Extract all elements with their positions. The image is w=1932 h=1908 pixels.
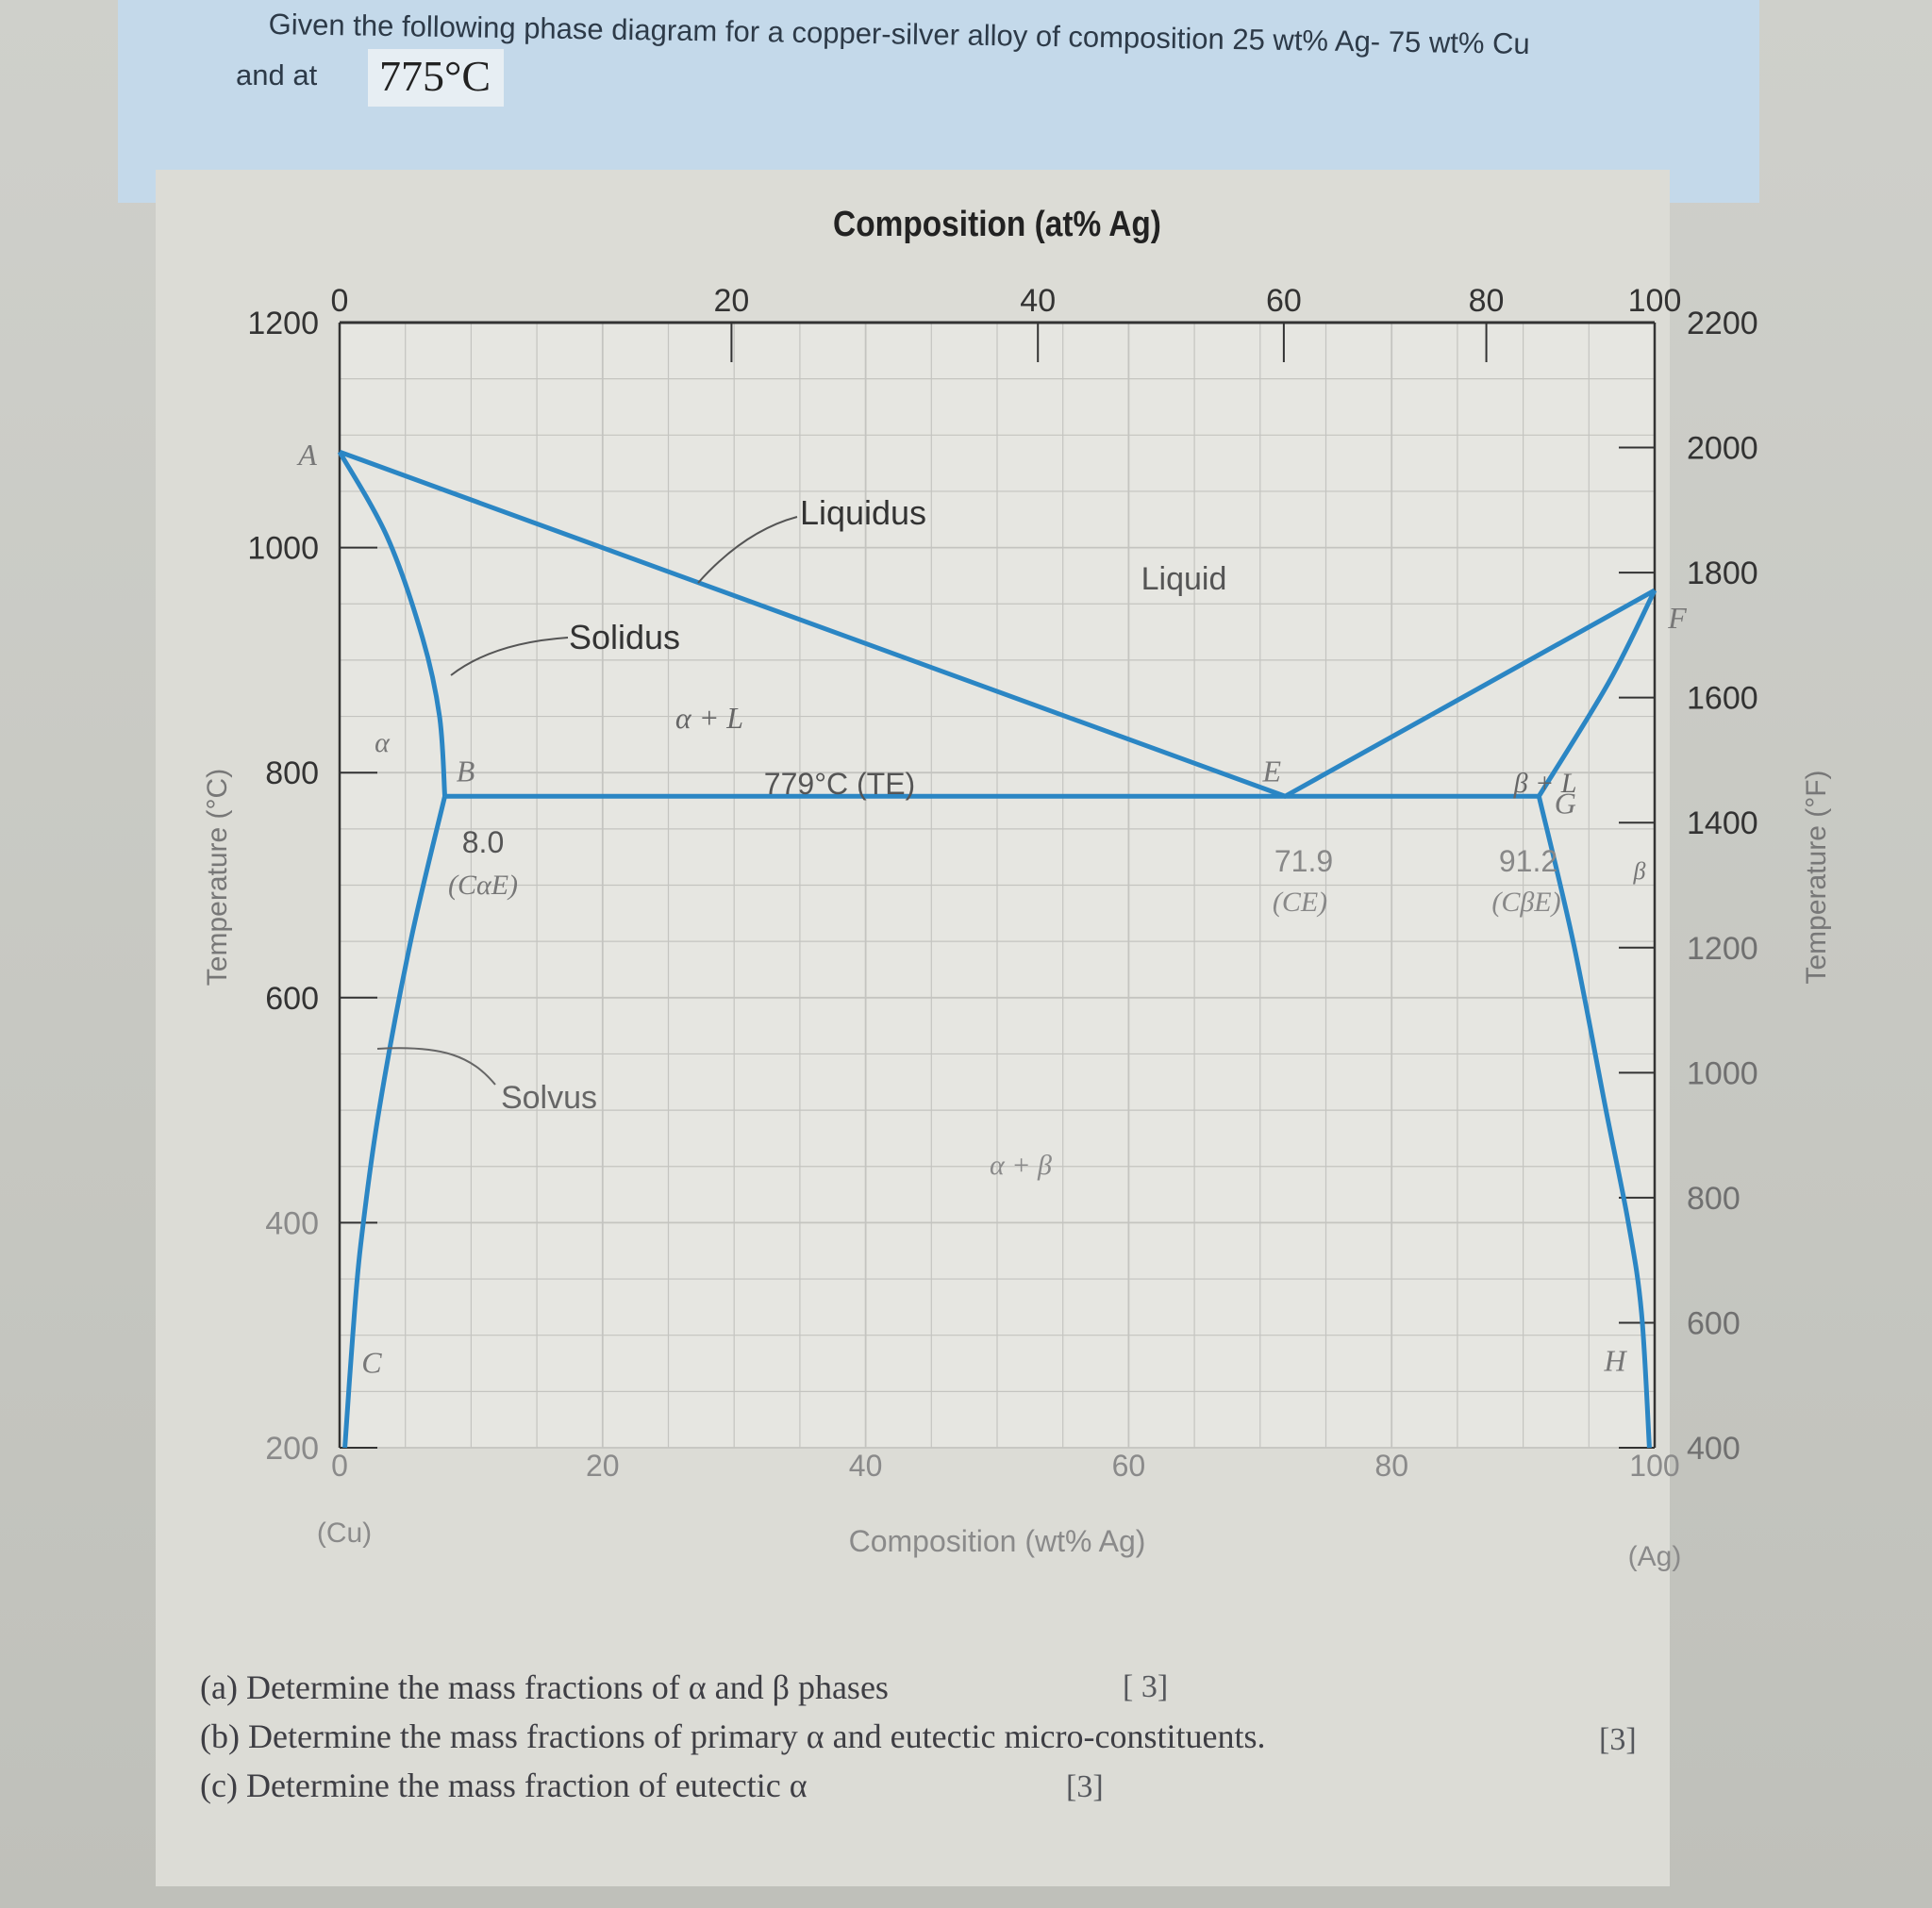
question-temperature: 775°C — [368, 49, 505, 107]
solidus-alpha-line — [337, 450, 448, 797]
x-tick-label: 0 — [331, 1449, 348, 1483]
point-G: G — [1555, 786, 1576, 820]
beta-region-label: β — [1633, 857, 1646, 885]
solvus-leader — [376, 1047, 496, 1086]
point-C: C — [361, 1346, 382, 1380]
y2-tick-label: 600 — [1687, 1305, 1740, 1341]
alpha-region-label: α — [375, 727, 391, 758]
y-tick-label: 1200 — [247, 306, 319, 341]
right-end-label: (Ag) — [1628, 1541, 1682, 1572]
solidus-beta-line — [1537, 589, 1657, 798]
x-top-tick-label: 80 — [1469, 283, 1505, 319]
x-tick-label: 100 — [1629, 1449, 1679, 1483]
y2-tick-label: 800 — [1687, 1181, 1740, 1217]
y-tick-label: 1000 — [247, 531, 319, 567]
x-top-tick-label: 60 — [1266, 283, 1302, 319]
eutectic-temperature-label: 779°C (TE) — [764, 767, 915, 801]
phase-boundaries — [337, 449, 1657, 1449]
labels: A B C E F G H Liquidus Solidus Solvus Liquid α α + L… — [296, 438, 1687, 1380]
y2-tick-label: 2200 — [1687, 306, 1758, 341]
c-alpha-e-label: (CαE) — [448, 870, 518, 901]
axes: 2004006008001000120040060080010001200140… — [202, 204, 1832, 1572]
point-E: E — [1262, 754, 1282, 788]
beta-liquid-region-label: β + L — [1513, 768, 1577, 799]
y-axis-title: Temperature (°C) — [202, 769, 233, 986]
c-beta-e-label: (CβE) — [1491, 887, 1560, 918]
point-A: A — [296, 438, 317, 472]
y-tick-label: 200 — [265, 1431, 319, 1467]
y2-tick-label: 1800 — [1687, 556, 1758, 591]
solvus-alpha-line — [342, 795, 447, 1449]
alpha-beta-region-label: α + β — [990, 1150, 1052, 1181]
liquidus-label: Liquidus — [800, 493, 926, 532]
x-top-tick-label: 0 — [331, 283, 349, 319]
y-tick-label: 800 — [265, 755, 319, 791]
point-H: H — [1604, 1344, 1628, 1378]
liquidus-leader — [697, 516, 798, 584]
question-a-marks: [ 3] — [1123, 1669, 1169, 1704]
c-e-label: (CE) — [1273, 887, 1327, 918]
y2-axis-title: Temperature (°F) — [1801, 770, 1832, 984]
x-tick-label: 80 — [1374, 1449, 1408, 1483]
grid — [339, 322, 1656, 1449]
y2-tick-label: 1400 — [1687, 805, 1758, 841]
x-axis-title: Composition (wt% Ag) — [849, 1524, 1146, 1558]
solvus-label: Solvus — [501, 1080, 597, 1116]
liquid-region-label: Liquid — [1141, 561, 1227, 597]
point-F: F — [1667, 601, 1687, 635]
question-line-2: and at — [236, 58, 318, 91]
y2-tick-label: 1200 — [1687, 931, 1758, 967]
left-end-label: (Cu) — [317, 1518, 372, 1549]
y2-tick-label: 2000 — [1687, 431, 1758, 467]
y-tick-label: 600 — [265, 981, 319, 1017]
question-a: (a) Determine the mass fractions of α an… — [200, 1668, 889, 1706]
question-box: Given the following phase diagram for a … — [118, 0, 1759, 203]
c-e-value: 71.9 — [1274, 844, 1333, 878]
y2-tick-label: 400 — [1687, 1431, 1740, 1467]
solidus-leader — [450, 637, 569, 676]
alpha-liquid-region-label: α + L — [675, 701, 743, 735]
x-tick-label: 20 — [586, 1449, 620, 1483]
c-beta-e-value: 91.2 — [1499, 844, 1557, 878]
point-B: B — [457, 754, 475, 788]
question-b: (b) Determine the mass fractions of prim… — [200, 1717, 1266, 1755]
y-tick-label: 400 — [265, 1205, 319, 1241]
y2-tick-label: 1000 — [1687, 1055, 1758, 1091]
question-c-marks: [3] — [1066, 1769, 1104, 1804]
x-top-tick-label: 100 — [1628, 283, 1682, 319]
top-axis-title: Composition (at% Ag) — [833, 204, 1161, 243]
x-top-tick-label: 20 — [713, 283, 749, 319]
question-b-marks: [3] — [1599, 1722, 1637, 1757]
question-c: (c) Determine the mass fraction of eutec… — [200, 1767, 808, 1804]
x-tick-label: 60 — [1112, 1449, 1146, 1483]
solidus-label: Solidus — [569, 618, 680, 656]
c-alpha-e-value: 8.0 — [462, 825, 504, 859]
x-tick-label: 40 — [849, 1449, 883, 1483]
y2-tick-label: 1600 — [1687, 681, 1758, 717]
solvus-beta-line — [1536, 795, 1652, 1449]
x-top-tick-label: 40 — [1020, 283, 1056, 319]
